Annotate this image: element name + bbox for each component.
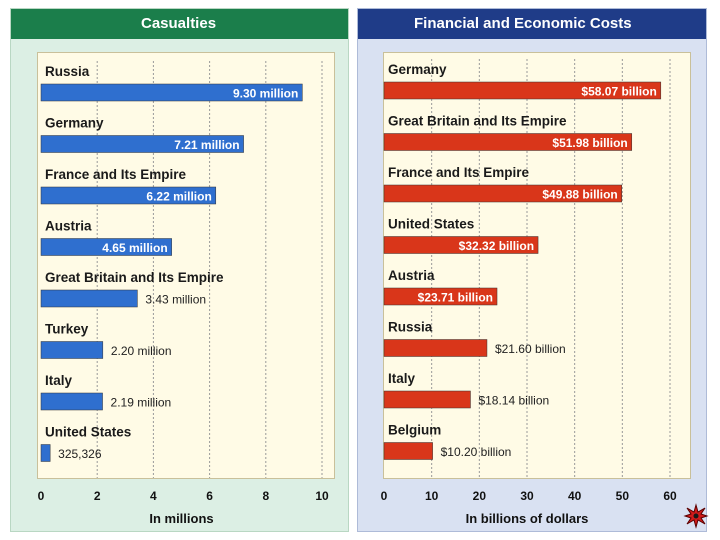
costs-bar [383, 184, 623, 203]
costs-category-label: Russia [388, 320, 433, 335]
costs-tick-label: 50 [616, 489, 630, 503]
costs-data-label: $18.14 billion [478, 394, 549, 408]
casualties-bar [40, 289, 138, 308]
casualties-category-label: Italy [45, 373, 73, 388]
casualties-data-label: 2.19 million [111, 396, 172, 410]
casualties-tick-label: 6 [206, 489, 213, 503]
costs-data-label: $10.20 billion [441, 445, 512, 459]
costs-chart-svg: Germany $58.07 billion Great Britain and I… [381, 59, 677, 526]
costs-category-label: Great Britain and Its Empire [388, 114, 567, 129]
casualties-tick-label: 2 [94, 489, 101, 503]
casualties-title: Casualties [141, 15, 217, 32]
costs-data-label: $51.98 billion [552, 136, 627, 150]
costs-data-label: $21.60 billion [495, 342, 566, 356]
costs-category-label: Austria [388, 268, 435, 283]
casualties-tick-label: 0 [38, 489, 45, 503]
costs-bar [383, 287, 498, 306]
casualties-bar [40, 135, 244, 153]
costs-chart: Germany $58.07 billion Great Britain and I… [381, 52, 691, 526]
casualties-bar [40, 444, 51, 462]
costs-bar [383, 133, 633, 151]
costs-category-label: France and Its Empire [388, 165, 530, 180]
star-burst-icon[interactable] [683, 503, 709, 529]
costs-tick-label: 20 [473, 489, 487, 503]
casualties-bar [40, 392, 103, 411]
casualties-bar [40, 186, 217, 205]
casualties-data-label: 7.21 million [174, 138, 239, 152]
costs-bar [383, 390, 471, 409]
casualties-category-label: United States [45, 425, 131, 440]
casualties-data-label: 325,326 [58, 447, 102, 461]
casualties-bar [40, 83, 303, 102]
casualties-chart-svg: Russia 9.30 million Germany 7.21 million Fra… [38, 61, 329, 526]
costs-category-label: Belgium [388, 423, 441, 438]
costs-header: Financial and Economic Costs [358, 9, 706, 39]
costs-bar [383, 339, 488, 357]
casualties-category-label: Austria [45, 219, 92, 234]
costs-data-label: $58.07 billion [581, 85, 656, 99]
casualties-category-label: Great Britain and Its Empire [45, 270, 224, 285]
costs-panel: Financial and Economic Costs Germany $58.… [357, 8, 707, 532]
casualties-chart: Russia 9.30 million Germany 7.21 million Fra… [37, 52, 335, 526]
casualties-data-label: 9.30 million [233, 87, 298, 101]
costs-title: Financial and Economic Costs [414, 15, 632, 32]
casualties-bar [40, 238, 172, 256]
costs-bar [383, 236, 539, 254]
casualties-axis-title: In millions [149, 511, 213, 526]
costs-tick-label: 40 [568, 489, 582, 503]
costs-data-label: $23.71 billion [418, 291, 493, 305]
casualties-tick-label: 10 [315, 489, 329, 503]
costs-tick-label: 30 [520, 489, 534, 503]
casualties-bar [40, 341, 104, 359]
casualties-category-label: Russia [45, 64, 90, 79]
casualties-data-label: 6.22 million [146, 190, 211, 204]
costs-bar [383, 442, 433, 460]
casualties-header: Casualties [11, 9, 348, 39]
costs-tick-label: 10 [425, 489, 439, 503]
costs-category-label: Italy [388, 371, 416, 386]
casualties-tick-label: 4 [150, 489, 157, 503]
casualties-data-label: 2.20 million [111, 344, 172, 358]
casualties-category-label: Germany [45, 116, 104, 131]
costs-category-label: United States [388, 217, 474, 232]
casualties-category-label: France and Its Empire [45, 167, 187, 182]
costs-data-label: $32.32 billion [459, 239, 534, 253]
casualties-panel: Casualties Russia 9.30 million Germany 7.21… [10, 8, 349, 532]
costs-category-label: Germany [388, 62, 447, 77]
casualties-category-label: Turkey [45, 322, 89, 337]
casualties-data-label: 4.65 million [102, 241, 167, 255]
costs-tick-label: 0 [381, 489, 388, 503]
costs-data-label: $49.88 billion [542, 188, 617, 202]
casualties-tick-label: 8 [262, 489, 269, 503]
costs-tick-label: 60 [663, 489, 677, 503]
costs-bar [383, 81, 662, 100]
casualties-data-label: 3.43 million [145, 293, 206, 307]
costs-axis-title: In billions of dollars [466, 511, 589, 526]
